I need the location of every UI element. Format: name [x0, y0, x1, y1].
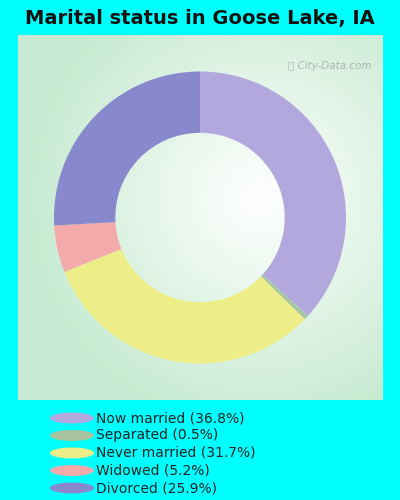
Wedge shape: [54, 222, 122, 272]
Text: 🔍 City-Data.com: 🔍 City-Data.com: [288, 60, 372, 70]
Wedge shape: [64, 249, 305, 364]
Wedge shape: [200, 72, 346, 316]
Text: Separated (0.5%): Separated (0.5%): [96, 428, 218, 442]
Wedge shape: [261, 274, 308, 319]
Circle shape: [50, 482, 94, 494]
Text: Never married (31.7%): Never married (31.7%): [96, 446, 256, 460]
Text: Divorced (25.9%): Divorced (25.9%): [96, 481, 217, 495]
Text: Marital status in Goose Lake, IA: Marital status in Goose Lake, IA: [25, 8, 375, 28]
Circle shape: [50, 465, 94, 476]
Circle shape: [50, 448, 94, 458]
Wedge shape: [54, 72, 200, 226]
Circle shape: [50, 430, 94, 441]
Text: Widowed (5.2%): Widowed (5.2%): [96, 464, 210, 477]
Text: Now married (36.8%): Now married (36.8%): [96, 411, 244, 425]
Circle shape: [50, 412, 94, 424]
